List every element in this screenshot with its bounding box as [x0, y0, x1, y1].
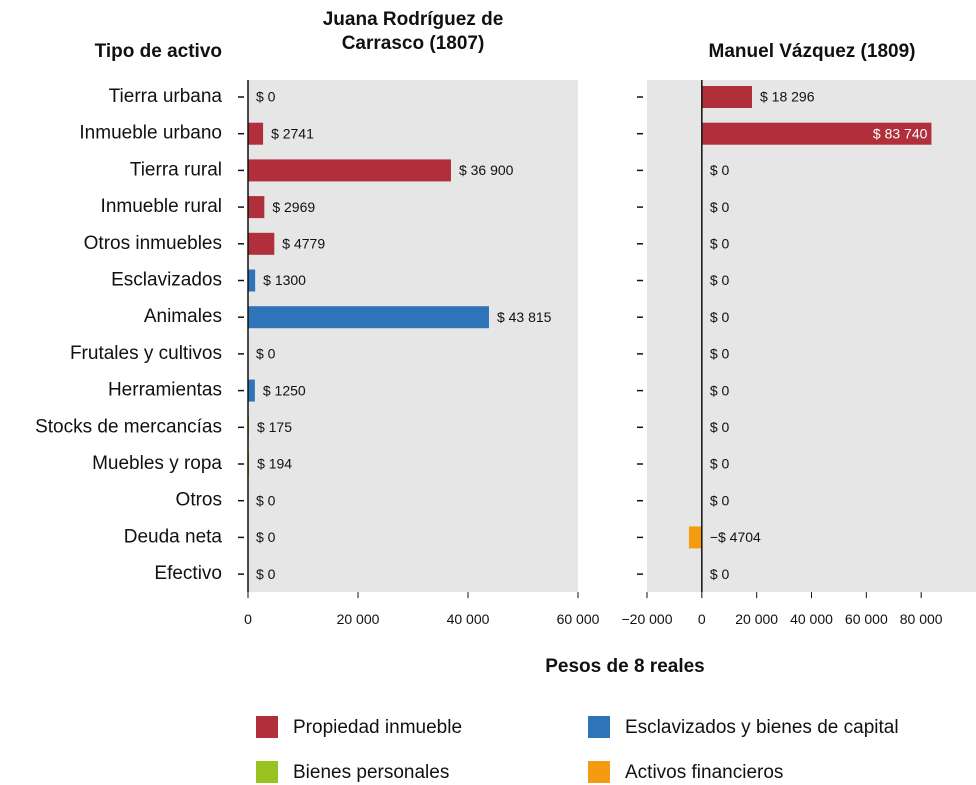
- category-label: Otros: [176, 490, 222, 511]
- bar: [248, 122, 264, 145]
- legend-swatch: [588, 761, 610, 783]
- bar: [248, 159, 451, 182]
- value-label: $ 0: [710, 162, 730, 178]
- value-label: $ 0: [256, 566, 276, 582]
- bar: [701, 122, 932, 145]
- value-label: $ 18 296: [760, 89, 815, 105]
- bar: [701, 86, 752, 108]
- value-label: $ 1250: [263, 382, 306, 398]
- value-label: $ 0: [710, 236, 730, 252]
- value-label: −$ 4704: [710, 529, 761, 545]
- panel-title: Manuel Vázquez (1809): [708, 41, 916, 62]
- category-label: Inmueble urbano: [79, 123, 222, 144]
- value-label: $ 83 740: [873, 125, 928, 141]
- value-label: $ 4779: [282, 236, 325, 252]
- category-label: Efectivo: [154, 563, 222, 584]
- category-label: Otros inmuebles: [84, 233, 222, 254]
- category-label: Tierra urbana: [109, 86, 223, 107]
- category-label: Frutales y cultivos: [70, 343, 222, 364]
- value-label: $ 0: [710, 492, 730, 508]
- value-label: $ 175: [257, 419, 292, 435]
- category-label: Herramientas: [108, 380, 222, 401]
- x-tick-label: 20 000: [337, 611, 380, 627]
- x-axis-label: Pesos de 8 reales: [545, 656, 705, 677]
- value-label: $ 0: [710, 382, 730, 398]
- value-label: $ 0: [710, 346, 730, 362]
- x-tick-label: 60 000: [557, 611, 600, 627]
- legend-label: Activos financieros: [625, 762, 783, 783]
- value-label: $ 0: [256, 346, 276, 362]
- legend-label: Propiedad inmueble: [293, 717, 462, 738]
- category-label: Deuda neta: [124, 526, 223, 547]
- category-label: Stocks de mercancías: [35, 416, 222, 437]
- bar: [248, 232, 275, 255]
- value-label: $ 0: [256, 89, 276, 105]
- category-label: Muebles y ropa: [92, 453, 222, 474]
- panel-background: [647, 80, 976, 593]
- category-label: Inmueble rural: [101, 196, 222, 217]
- x-tick-label: −20 000: [622, 611, 673, 627]
- value-label: $ 0: [710, 419, 730, 435]
- legend-swatch: [256, 716, 278, 738]
- category-title: Tipo de activo: [95, 41, 222, 62]
- panel-background: [248, 80, 578, 593]
- value-label: $ 0: [710, 456, 730, 472]
- bar: [248, 379, 255, 402]
- legend-label: Bienes personales: [293, 762, 449, 783]
- bar: [688, 526, 702, 549]
- x-tick-label: 20 000: [735, 611, 778, 627]
- legend-swatch: [588, 716, 610, 738]
- legend-swatch: [256, 761, 278, 783]
- value-label: $ 0: [710, 272, 730, 288]
- value-label: $ 0: [256, 529, 276, 545]
- value-label: $ 0: [710, 309, 730, 325]
- x-tick-label: 0: [698, 611, 706, 627]
- panel-title: Juana Rodríguez de Carrasco (1807): [322, 9, 504, 54]
- value-label: $ 2969: [272, 199, 315, 215]
- value-label: $ 43 815: [497, 309, 552, 325]
- category-label: Animales: [144, 306, 222, 327]
- bar: [248, 269, 256, 292]
- value-label: $ 36 900: [459, 162, 514, 178]
- x-tick-label: 40 000: [790, 611, 833, 627]
- x-tick-label: 40 000: [447, 611, 490, 627]
- value-label: $ 0: [710, 566, 730, 582]
- value-label: $ 0: [256, 492, 276, 508]
- x-tick-label: 0: [244, 611, 252, 627]
- category-label: Tierra rural: [130, 159, 222, 180]
- value-label: $ 194: [257, 456, 292, 472]
- value-label: $ 2741: [271, 125, 314, 141]
- value-label: $ 0: [710, 199, 730, 215]
- bar: [248, 306, 489, 329]
- legend-label: Esclavizados y bienes de capital: [625, 717, 899, 738]
- x-tick-label: 60 000: [845, 611, 888, 627]
- value-label: $ 1300: [263, 272, 306, 288]
- x-tick-label: 80 000: [900, 611, 943, 627]
- category-label: Esclavizados: [111, 270, 222, 291]
- bar: [248, 196, 265, 219]
